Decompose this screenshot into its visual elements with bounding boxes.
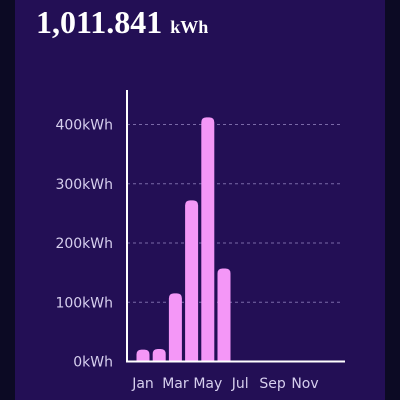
x-tick-label: Mar: [162, 376, 189, 392]
bar-jan: [136, 349, 150, 362]
y-tick-label: 300kWh: [55, 177, 113, 193]
x-tick-label: May: [193, 376, 222, 392]
bars: [136, 117, 231, 362]
y-tick-label: 400kWh: [55, 118, 113, 134]
bar-feb: [152, 349, 166, 362]
y-tick-label: 200kWh: [55, 236, 113, 252]
axes: [126, 90, 345, 363]
x-tick-label: Sep: [259, 376, 286, 392]
x-axis-labels: Jan Mar May Jul Sep Nov: [131, 376, 318, 392]
x-tick-label: Jul: [231, 376, 249, 392]
bar-may: [201, 117, 215, 362]
total-energy-value: 1,011.841: [36, 4, 163, 40]
bar-apr: [185, 200, 199, 362]
y-tick-label: 0kWh: [73, 355, 113, 371]
grid-lines: [127, 124, 342, 303]
bar-mar: [168, 293, 182, 362]
bar-jun: [217, 268, 231, 362]
total-energy-unit: kWh: [170, 17, 209, 37]
x-tick-label: Nov: [291, 376, 318, 392]
y-axis-labels: 0kWh 100kWh 200kWh 300kWh 400kWh: [55, 118, 113, 371]
x-tick-label: Jan: [131, 376, 154, 392]
y-tick-label: 100kWh: [55, 295, 113, 311]
total-energy: 1,011.841 kWh: [36, 4, 208, 41]
energy-panel: [15, 0, 385, 400]
